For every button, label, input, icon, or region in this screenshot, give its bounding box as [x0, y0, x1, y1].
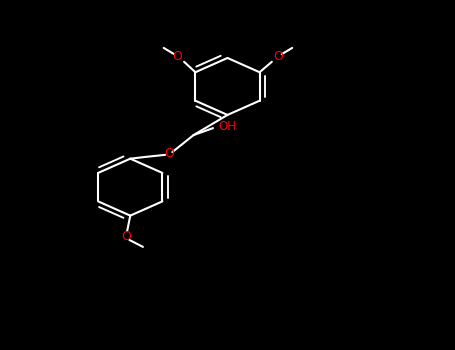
Text: OH: OH: [218, 120, 237, 133]
Text: O: O: [273, 50, 283, 63]
Text: O: O: [164, 147, 174, 160]
Text: O: O: [172, 50, 182, 63]
Text: O: O: [121, 230, 131, 243]
